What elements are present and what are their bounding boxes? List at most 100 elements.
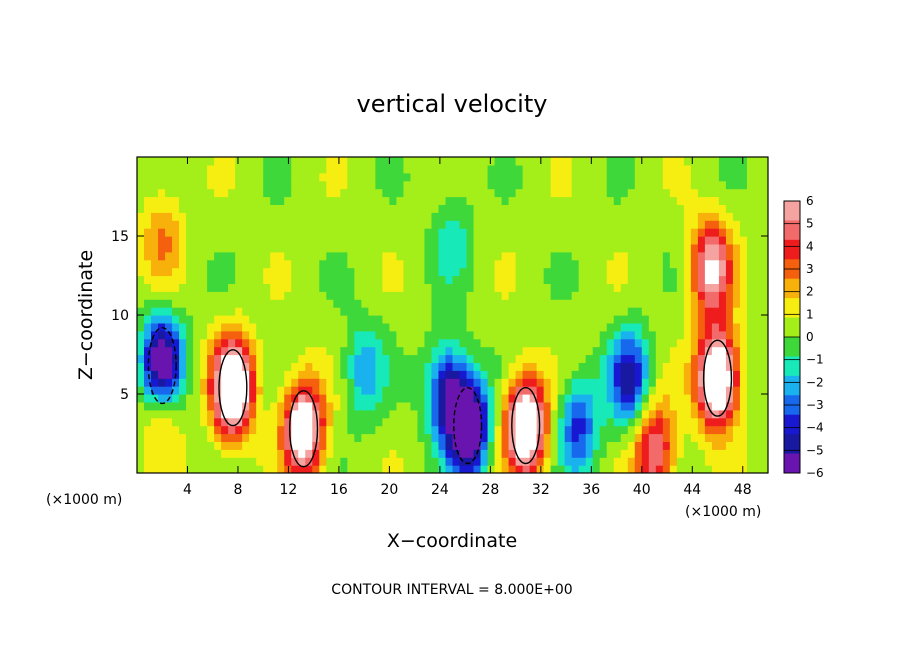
heatmap-cell (137, 188, 145, 198)
heatmap-cell (585, 401, 594, 411)
heatmap-cell (165, 307, 173, 316)
heatmap-cell (466, 338, 475, 348)
heatmap-cell (263, 394, 271, 403)
heatmap-cell (515, 204, 524, 213)
heatmap-cell (606, 212, 615, 221)
heatmap-cell (571, 267, 580, 277)
heatmap-cell (172, 196, 180, 205)
heatmap-cell (438, 394, 447, 403)
heatmap-cell (431, 378, 440, 387)
heatmap-cell (242, 449, 250, 458)
heatmap-cell (501, 251, 510, 261)
heatmap-cell (550, 228, 559, 237)
heatmap-cell (340, 212, 348, 221)
heatmap-cell (487, 236, 496, 245)
heatmap-cell (445, 236, 454, 245)
heatmap-cell (263, 172, 271, 182)
heatmap-cell (620, 267, 629, 277)
heatmap-cell (501, 457, 510, 466)
heatmap-cell (298, 172, 306, 182)
heatmap-cell (242, 251, 250, 261)
heatmap-cell (410, 172, 419, 182)
heatmap-cell (697, 315, 706, 324)
heatmap-cell (627, 267, 636, 277)
heatmap-cell (480, 441, 489, 450)
heatmap-cell (256, 330, 264, 340)
colorbar-label: −2 (806, 375, 824, 389)
heatmap-cell (424, 386, 433, 395)
heatmap-cell (641, 394, 650, 403)
heatmap-cell (284, 457, 292, 466)
heatmap-cell (207, 338, 215, 348)
heatmap-cell (319, 212, 327, 221)
heatmap-cell (417, 307, 426, 316)
heatmap-cell (753, 291, 762, 300)
heatmap-cell (606, 188, 615, 198)
heatmap-cell (571, 283, 580, 292)
heatmap-cell (487, 338, 496, 348)
heatmap-cell (543, 267, 552, 277)
heatmap-cell (249, 315, 257, 324)
heatmap-cell (179, 322, 187, 332)
heatmap-cell (305, 283, 313, 292)
heatmap-cell (676, 338, 685, 348)
heatmap-cell (354, 236, 362, 245)
heatmap-cell (165, 354, 173, 363)
heatmap-cell (683, 228, 692, 237)
heatmap-cell (298, 259, 306, 269)
heatmap-cell (634, 449, 643, 458)
heatmap-cell (144, 386, 152, 395)
heatmap-cell (319, 346, 327, 356)
heatmap-cell (711, 204, 720, 213)
heatmap-cell (438, 267, 447, 277)
heatmap-cell (333, 188, 341, 198)
heatmap-cell (214, 299, 222, 308)
heatmap-cell (186, 354, 194, 363)
heatmap-cell (459, 330, 468, 340)
heatmap-cell (403, 212, 412, 221)
heatmap-cell (375, 315, 383, 324)
heatmap-cell (690, 299, 699, 308)
heatmap-cell (389, 157, 398, 166)
heatmap-cell (543, 259, 552, 269)
heatmap-cell (522, 220, 531, 229)
heatmap-cell (508, 346, 517, 356)
heatmap-cell (249, 441, 257, 450)
heatmap-cell (137, 220, 145, 229)
heatmap-cell (249, 401, 257, 411)
heatmap-cell (557, 315, 566, 324)
heatmap-cell (172, 338, 180, 348)
heatmap-cell (669, 299, 678, 308)
heatmap-cell (200, 212, 208, 221)
heatmap-cell (165, 251, 173, 261)
heatmap-cell (221, 283, 229, 292)
heatmap-cell (592, 354, 601, 363)
heatmap-cell (291, 354, 299, 363)
heatmap-cell (354, 172, 362, 182)
heatmap-cell (354, 378, 362, 387)
heatmap-cell (753, 338, 762, 348)
heatmap-cell (683, 370, 692, 379)
heatmap-cell (557, 346, 566, 356)
heatmap-cell (739, 228, 748, 237)
heatmap-cell (214, 307, 222, 316)
heatmap-cell (263, 188, 271, 198)
heatmap-cell (445, 417, 454, 427)
heatmap-cell (676, 299, 685, 308)
heatmap-cell (151, 457, 159, 466)
heatmap-cell (438, 291, 447, 300)
heatmap-cell (347, 378, 355, 387)
heatmap-cell (515, 441, 524, 450)
heatmap-cell (200, 338, 208, 348)
heatmap-cell (431, 315, 440, 324)
heatmap-cell (529, 354, 538, 363)
heatmap-cell (606, 251, 615, 261)
heatmap-cell (536, 251, 545, 261)
heatmap-cell (375, 220, 383, 229)
heatmap-cell (298, 157, 306, 166)
heatmap-cell (144, 220, 152, 229)
heatmap-cell (403, 291, 412, 300)
heatmap-cell (312, 449, 320, 458)
heatmap-cell (305, 164, 313, 174)
heatmap-cell (543, 228, 552, 237)
